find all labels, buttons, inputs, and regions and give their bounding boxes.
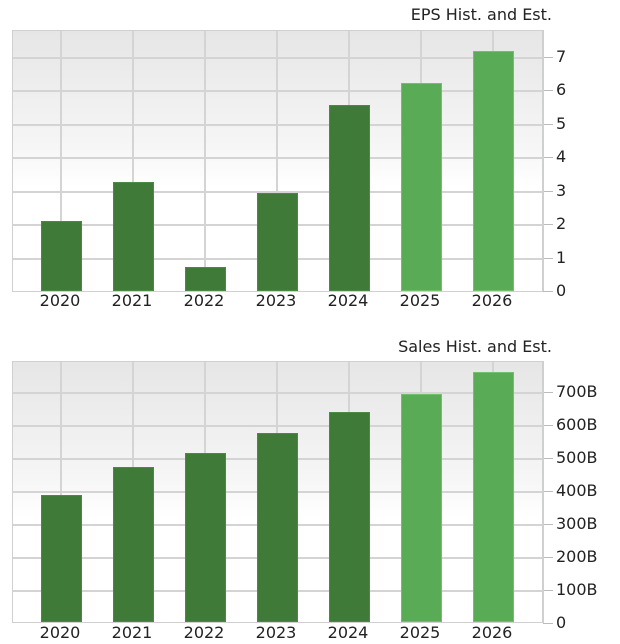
x-tick-label: 2023 (255, 291, 297, 310)
gridline-vertical (132, 31, 134, 291)
y-tick-label: 3 (556, 180, 567, 200)
y-tick-mark (543, 424, 553, 426)
eps-bar-2022-historical[interactable] (184, 266, 226, 291)
x-tick-label: 2025 (399, 291, 441, 310)
gridline-vertical (60, 31, 62, 291)
sales-plot-area (12, 361, 543, 623)
sales-bar-2021-historical[interactable] (112, 467, 154, 622)
y-tick-mark (543, 523, 553, 525)
x-tick-label: 2021 (111, 291, 153, 310)
x-tick-label: 2020 (39, 291, 81, 310)
x-tick-label: 2023 (255, 622, 297, 642)
y-tick-mark (543, 622, 553, 624)
eps-bar-2020-historical[interactable] (40, 220, 82, 291)
x-tick-label: 2025 (399, 622, 441, 642)
x-tick-label: 2020 (39, 622, 81, 642)
eps-bar-2023-historical[interactable] (256, 193, 298, 291)
y-axis-line (543, 30, 544, 291)
x-tick-label: 2026 (471, 291, 513, 310)
y-axis-line (543, 361, 544, 623)
gridline-vertical (60, 362, 62, 622)
y-tick-mark (543, 56, 553, 58)
y-tick-label: 0 (556, 281, 567, 300)
eps-bar-2026-estimate[interactable] (472, 51, 514, 291)
y-tick-label: 100B (556, 579, 598, 599)
y-tick-label: 4 (556, 147, 567, 166)
y-tick-label: 1 (556, 247, 567, 267)
gridline-vertical (204, 31, 206, 291)
x-tick-label: 2022 (183, 622, 225, 642)
x-tick-label: 2021 (111, 622, 153, 642)
x-tick-label: 2022 (183, 291, 225, 310)
y-tick-mark (543, 190, 553, 192)
sales-bar-2022-historical[interactable] (184, 452, 226, 622)
eps-chart-title: EPS Hist. and Est. (410, 5, 552, 24)
y-tick-label: 300B (556, 513, 598, 533)
eps-bar-2025-estimate[interactable] (400, 82, 442, 291)
y-tick-label: 7 (556, 46, 567, 66)
y-tick-label: 200B (556, 546, 598, 566)
y-tick-mark (543, 123, 553, 125)
y-tick-mark (543, 157, 553, 158)
sales-bar-2026-estimate[interactable] (472, 371, 514, 622)
y-tick-mark (543, 490, 553, 492)
y-tick-mark (543, 457, 553, 459)
y-tick-label: 500B (556, 447, 598, 467)
y-tick-label: 5 (556, 113, 567, 133)
sales-bar-2020-historical[interactable] (40, 494, 82, 622)
y-tick-mark (543, 291, 553, 292)
sales-bar-2023-historical[interactable] (256, 432, 298, 622)
sales-chart-title: Sales Hist. and Est. (398, 337, 552, 356)
gridline-vertical (276, 31, 278, 291)
y-tick-label: 600B (556, 414, 598, 434)
y-tick-label: 2 (556, 214, 567, 233)
y-tick-mark (543, 90, 553, 91)
eps-plot-area (12, 30, 543, 292)
y-tick-mark (543, 224, 553, 225)
y-tick-label: 700B (556, 381, 598, 401)
y-tick-label: 400B (556, 480, 598, 500)
sales-bar-2024-historical[interactable] (328, 411, 370, 622)
y-tick-label: 6 (556, 80, 567, 99)
y-tick-mark (543, 556, 553, 558)
y-tick-mark (543, 391, 553, 393)
x-tick-label: 2024 (327, 291, 369, 310)
eps-bar-2021-historical[interactable] (112, 181, 154, 291)
sales-bar-2025-estimate[interactable] (400, 394, 442, 622)
eps-chart: EPS Hist. and Est. 0 1 2 3 4 5 6 7 2020 2021 2022 2… (0, 0, 620, 320)
y-tick-mark (543, 589, 553, 591)
eps-bar-2024-historical[interactable] (328, 105, 370, 291)
y-tick-mark (543, 257, 553, 259)
x-tick-label: 2024 (327, 622, 369, 642)
x-tick-label: 2026 (471, 622, 513, 642)
y-tick-label: 0 (556, 612, 567, 632)
